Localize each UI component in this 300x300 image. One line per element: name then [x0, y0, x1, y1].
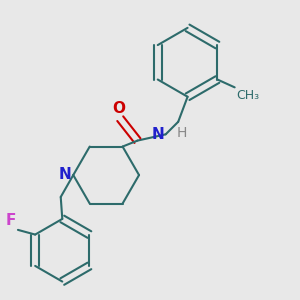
- Text: N: N: [59, 167, 72, 182]
- Text: N: N: [151, 127, 164, 142]
- Text: H: H: [177, 126, 187, 140]
- Text: O: O: [112, 100, 125, 116]
- Text: CH₃: CH₃: [236, 89, 259, 102]
- Text: F: F: [6, 213, 16, 228]
